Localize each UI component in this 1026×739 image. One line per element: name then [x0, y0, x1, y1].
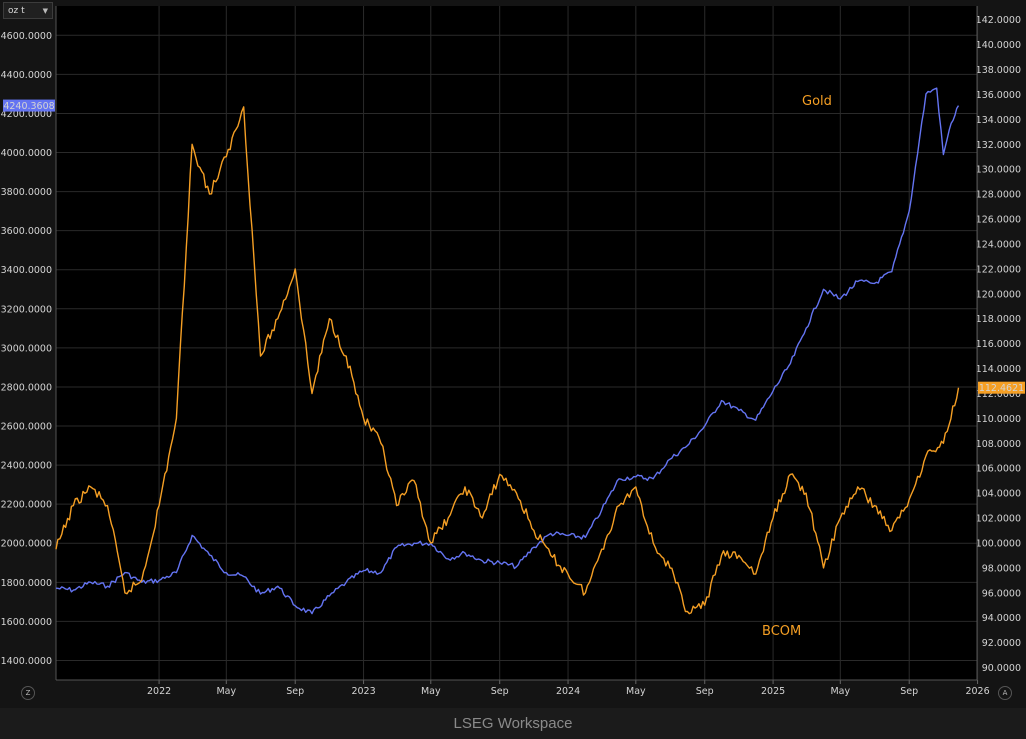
- left-tick-label: 2000.0000: [1, 539, 52, 550]
- left-tick-label: 4200.0000: [1, 109, 52, 120]
- right-tick-label: 132.0000: [976, 140, 1021, 151]
- chevron-down-icon: ▼: [42, 6, 48, 15]
- left-axis: 1400.0000 1600.0000 1800.0000 2000.0000 2200…: [1, 6, 57, 680]
- right-tick-label: 134.0000: [976, 115, 1021, 126]
- right-tick-label: 98.0000: [982, 563, 1021, 574]
- zoom-right-button[interactable]: A: [998, 686, 1012, 700]
- right-tick-label: 104.0000: [976, 489, 1021, 500]
- chart-canvas: 1400.0000 1600.0000 1800.0000 2000.0000 2200…: [0, 6, 1025, 697]
- right-tick-label: 120.0000: [976, 289, 1021, 300]
- x-tick-label: May: [830, 686, 850, 697]
- left-tick-label: 1400.0000: [1, 656, 52, 667]
- right-tick-label: 90.0000: [982, 663, 1021, 674]
- right-tick-label: 118.0000: [976, 314, 1021, 325]
- left-tick-label: 4400.0000: [1, 70, 52, 81]
- left-tick-label: 3400.0000: [1, 265, 52, 276]
- left-tick-label: 4600.0000: [1, 31, 52, 42]
- right-tick-label: 112.0000: [976, 389, 1021, 400]
- right-tick-label: 130.0000: [976, 165, 1021, 176]
- right-tick-label: 116.0000: [976, 339, 1021, 350]
- gold-series-label: Gold: [802, 94, 832, 109]
- left-tick-label: 3800.0000: [1, 187, 52, 198]
- right-tick-label: 114.0000: [976, 364, 1021, 375]
- right-tick-label: 102.0000: [976, 514, 1021, 525]
- left-tick-label: 3000.0000: [1, 343, 52, 354]
- grid-lines: [56, 6, 979, 680]
- left-tick-label: 3600.0000: [1, 226, 52, 237]
- x-tick-label: Sep: [900, 686, 918, 697]
- right-tick-label: 122.0000: [976, 264, 1021, 275]
- left-tick-label: 1800.0000: [1, 578, 52, 589]
- right-tick-label: 140.0000: [976, 40, 1021, 51]
- zoom-left-button[interactable]: Z: [21, 686, 35, 700]
- gold-last-value: 4240.3608: [3, 101, 54, 112]
- bcom-series-label: BCOM: [762, 624, 801, 639]
- x-axis: 2022 May Sep 2023 May Sep 2024 May Sep 2025 May Sep…: [56, 679, 990, 697]
- left-tick-label: 2400.0000: [1, 461, 52, 472]
- x-tick-label: 2022: [147, 686, 171, 697]
- right-tick-label: 94.0000: [982, 613, 1021, 624]
- bcom-last-value-badge: [978, 381, 1025, 394]
- x-tick-label: May: [216, 686, 236, 697]
- x-tick-label: 2025: [761, 686, 785, 697]
- left-tick-label: 1600.0000: [1, 617, 52, 628]
- right-tick-label: 124.0000: [976, 239, 1021, 250]
- right-tick-label: 138.0000: [976, 65, 1021, 76]
- footer-branding: LSEG Workspace: [453, 715, 573, 732]
- unit-selector-value: oz t: [8, 5, 25, 16]
- right-tick-label: 106.0000: [976, 464, 1021, 475]
- x-tick-label: 2026: [965, 686, 989, 697]
- x-tick-label: Sep: [286, 686, 304, 697]
- x-tick-label: 2023: [351, 686, 375, 697]
- right-tick-label: 92.0000: [982, 638, 1021, 649]
- x-tick-label: Sep: [696, 686, 714, 697]
- right-tick-label: 110.0000: [976, 414, 1021, 425]
- left-tick-label: 3200.0000: [1, 304, 52, 315]
- right-tick-label: 128.0000: [976, 190, 1021, 201]
- x-tick-label: 2024: [556, 686, 580, 697]
- gold-series-line[interactable]: [55, 87, 960, 615]
- unit-selector[interactable]: oz t ▼: [3, 2, 53, 19]
- bcom-series-line[interactable]: [55, 106, 960, 615]
- bcom-last-value: 112.4621: [979, 383, 1024, 394]
- plot-area[interactable]: [56, 6, 977, 680]
- left-tick-label: 2600.0000: [1, 422, 52, 433]
- series-layer: [55, 87, 960, 615]
- x-tick-label: Sep: [491, 686, 509, 697]
- left-tick-label: 2200.0000: [1, 500, 52, 511]
- right-tick-label: 96.0000: [982, 588, 1021, 599]
- right-tick-label: 126.0000: [976, 215, 1021, 226]
- right-tick-label: 108.0000: [976, 439, 1021, 450]
- last-value-badges: 4240.3608 112.4621: [3, 99, 1025, 394]
- right-tick-label: 136.0000: [976, 90, 1021, 101]
- right-tick-label: 100.0000: [976, 538, 1021, 549]
- x-tick-label: May: [626, 686, 646, 697]
- left-tick-label: 4000.0000: [1, 148, 52, 159]
- left-tick-label: 2800.0000: [1, 382, 52, 393]
- right-axis: 90.0000 92.0000 94.0000 96.0000 98.0000 100.0…: [976, 6, 1021, 680]
- gold-last-value-badge: [3, 99, 55, 112]
- right-tick-label: 142.0000: [976, 15, 1021, 26]
- x-tick-label: May: [421, 686, 441, 697]
